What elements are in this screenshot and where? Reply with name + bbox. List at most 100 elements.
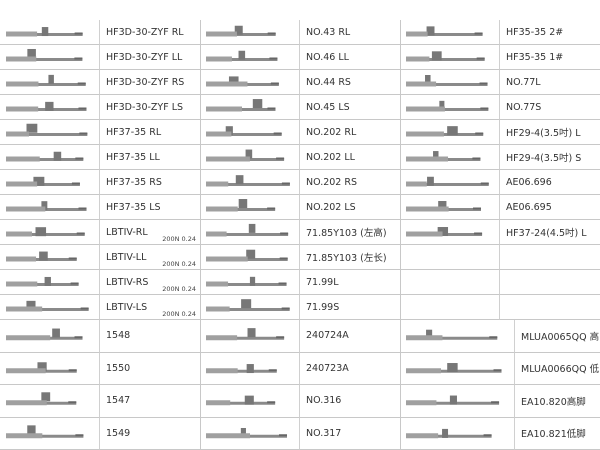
part-name: HF37-35 LL xyxy=(106,151,160,163)
part-image xyxy=(406,428,492,438)
column-divider xyxy=(200,20,201,450)
part-name: HF29-4(3.5吋) L xyxy=(506,128,581,139)
image-cell xyxy=(200,170,300,195)
image-cell xyxy=(0,320,100,353)
part-name: HF37-35 LS xyxy=(106,201,161,213)
part-name: 240724A xyxy=(306,330,349,342)
label-cell: HF35-35 1# xyxy=(500,45,600,70)
label-cell: NO.77L xyxy=(500,70,600,95)
part-image xyxy=(6,101,87,112)
label-cell: HF3D-30-ZYF RS xyxy=(100,70,200,95)
part-image xyxy=(6,424,84,438)
part-name: HF29-4(3.5吋) S xyxy=(506,153,582,164)
part-name: NO.77S xyxy=(506,101,542,113)
part-name: NO.44 RS xyxy=(306,76,351,88)
part-name: NO.77L xyxy=(506,76,541,88)
label-cell: LBTIV-LL 200N 0.24 xyxy=(100,245,200,270)
part-image xyxy=(6,276,79,287)
image-cell xyxy=(0,245,100,270)
image-cell xyxy=(400,20,500,45)
image-cell xyxy=(0,70,100,95)
image-cell xyxy=(0,352,100,385)
part-name: LBTIV-LL xyxy=(106,251,147,263)
image-cell xyxy=(200,417,300,450)
image-cell xyxy=(200,295,300,320)
part-image xyxy=(206,25,276,37)
image-cell xyxy=(200,20,300,45)
part-name: NO.202 RS xyxy=(306,176,358,188)
part-image xyxy=(406,100,489,112)
part-image xyxy=(406,200,481,212)
part-name: LBTIV-RL xyxy=(106,226,148,238)
part-name: 1548 xyxy=(106,330,131,342)
image-cell xyxy=(0,45,100,70)
label-cell: NO.45 LS xyxy=(300,95,400,120)
part-name: HF37-35 RS xyxy=(106,176,162,188)
part-name: 1547 xyxy=(106,395,131,407)
label-cell: HF3D-30-ZYF RL xyxy=(100,20,200,45)
part-image xyxy=(206,223,289,237)
label-cell xyxy=(500,245,600,270)
part-name: 71.99S xyxy=(306,301,340,313)
part-image xyxy=(6,392,77,406)
label-cell: 240723A xyxy=(300,353,400,385)
image-cell xyxy=(400,70,500,95)
label-cell: NO.202 LL xyxy=(300,145,400,170)
label-cell: 1547 xyxy=(100,385,200,418)
part-image xyxy=(406,151,481,162)
part-image xyxy=(206,99,276,112)
part-name: HF37-24(4.5吋) L xyxy=(506,228,587,239)
part-image xyxy=(206,249,288,262)
part-name: 71.85Y103 (左长) xyxy=(306,253,387,264)
image-cell xyxy=(0,120,100,145)
label-cell: 71.99S xyxy=(300,295,400,320)
label-cell: HF37-35 LL xyxy=(100,145,200,170)
column-divider xyxy=(400,20,401,450)
label-cell: NO.46 LL xyxy=(300,45,400,70)
part-image xyxy=(406,362,502,373)
image-cell xyxy=(400,270,500,295)
image-cell xyxy=(0,170,100,195)
label-cell: AE06.695 xyxy=(500,195,600,220)
part-image xyxy=(406,227,483,237)
part-image xyxy=(206,50,278,62)
label-cell: HF37-35 RS xyxy=(100,170,200,195)
image-cell xyxy=(400,220,500,245)
part-image xyxy=(406,126,484,137)
label-cell: LBTIV-LS 200N 0.24 xyxy=(100,295,200,320)
part-name: MLUA0066QQ 低 xyxy=(521,364,600,376)
label-cell: HF29-4(3.5吋) S xyxy=(500,145,600,170)
part-name: 71.99L xyxy=(306,276,339,288)
part-image xyxy=(6,48,83,62)
image-cell xyxy=(400,95,500,120)
label-cell: 1549 xyxy=(100,418,200,450)
label-cell: HF3D-30-ZYF LL xyxy=(100,45,200,70)
part-spec: 200N 0.24 xyxy=(162,310,196,318)
image-cell xyxy=(0,145,100,170)
label-cell: EA10.820高脚 xyxy=(515,385,600,418)
part-name: NO.46 LL xyxy=(306,51,349,63)
part-image xyxy=(6,176,80,187)
part-name: LBTIV-LS xyxy=(106,301,148,313)
part-name: HF3D-30-ZYF LS xyxy=(106,101,184,113)
image-cell xyxy=(0,295,100,320)
image-cell xyxy=(0,195,100,220)
part-image xyxy=(206,76,279,87)
part-name: MLUA0065QQ 高 xyxy=(521,331,600,343)
part-name: 1549 xyxy=(106,427,131,439)
part-image xyxy=(206,199,276,212)
image-cell xyxy=(400,195,500,220)
label-cell: NO.77S xyxy=(500,95,600,120)
label-cell: EA10.821低脚 xyxy=(515,418,600,450)
image-cell xyxy=(400,417,515,450)
part-image xyxy=(6,151,84,162)
part-image xyxy=(6,361,77,373)
part-image xyxy=(6,328,83,341)
image-cell xyxy=(400,295,500,320)
image-cell xyxy=(200,70,300,95)
image-cell xyxy=(0,20,100,45)
label-cell: HF29-4(3.5吋) L xyxy=(500,120,600,145)
image-cell xyxy=(200,95,300,120)
image-cell xyxy=(0,270,100,295)
